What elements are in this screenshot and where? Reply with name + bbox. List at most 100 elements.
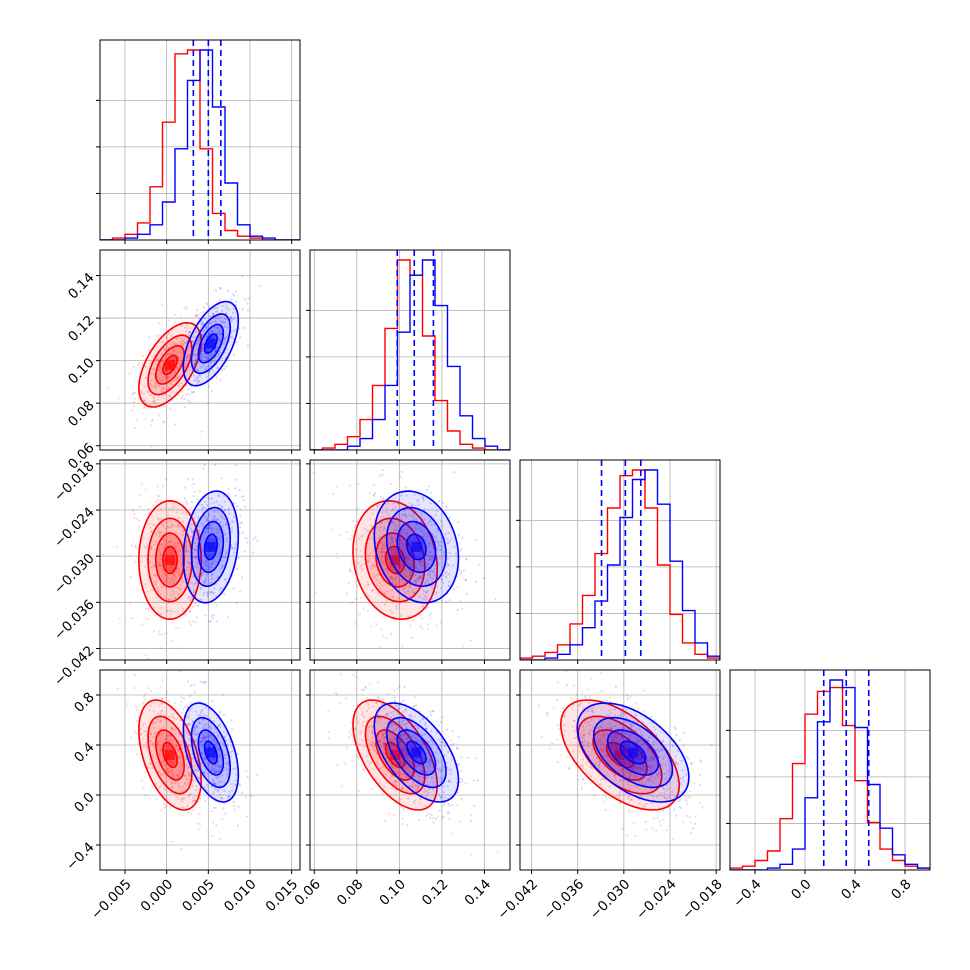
scatter-point xyxy=(145,746,148,749)
scatter-point xyxy=(169,806,172,809)
scatter-point xyxy=(193,691,196,694)
histogram-blue xyxy=(100,49,300,240)
scatter-point xyxy=(205,375,208,378)
hist-frame xyxy=(729,669,931,871)
scatter-point xyxy=(656,772,659,775)
scatter-point xyxy=(412,734,415,738)
scatter-point xyxy=(152,396,155,399)
scatter-point xyxy=(225,552,228,556)
scatter-point xyxy=(234,784,237,787)
scatter-point xyxy=(377,717,380,720)
scatter-point xyxy=(232,800,235,804)
scatter-point xyxy=(648,779,651,782)
scatter-point xyxy=(428,816,432,820)
scatter-point xyxy=(193,726,197,729)
scatter-point xyxy=(201,737,204,740)
scatter-point xyxy=(626,782,629,786)
x-tick-label: −0.030 xyxy=(587,876,634,923)
scatter-point xyxy=(167,770,170,773)
scatter-point xyxy=(421,771,424,774)
scatter-point xyxy=(166,369,169,372)
scatter-point xyxy=(662,739,665,743)
scatter-point xyxy=(226,796,230,799)
scatter-point xyxy=(166,378,169,381)
scatter-point xyxy=(210,538,213,541)
scatter-point xyxy=(572,684,576,687)
scatter-point xyxy=(408,540,411,543)
scatter-point xyxy=(451,730,454,733)
scatter-point xyxy=(159,564,162,567)
scatter-point xyxy=(414,585,417,589)
scatter-point xyxy=(356,520,359,523)
scatter-point xyxy=(418,561,422,564)
scatter-point xyxy=(165,805,168,808)
scatter-point xyxy=(682,775,685,779)
scatter-point xyxy=(429,491,432,495)
scatter-point xyxy=(219,586,222,589)
scatter-point xyxy=(392,507,395,511)
scatter-point xyxy=(473,804,476,808)
scatter-point xyxy=(141,623,144,626)
scatter-point xyxy=(115,545,118,548)
scatter-point xyxy=(446,538,449,541)
scatter-point xyxy=(254,536,257,539)
scatter-point xyxy=(398,761,401,764)
scatter-point xyxy=(173,341,176,345)
scatter-point xyxy=(202,343,205,346)
scatter-point xyxy=(580,741,584,744)
scatter-point xyxy=(138,361,141,364)
scatter-point xyxy=(232,587,235,590)
scatter-point xyxy=(579,702,583,705)
scatter-point xyxy=(403,685,406,688)
scatter-point xyxy=(456,609,459,612)
scatter-point xyxy=(201,723,204,726)
scatter-point xyxy=(414,771,417,774)
scatter-point xyxy=(405,765,408,768)
scatter-point xyxy=(144,488,147,491)
scatter-point xyxy=(423,508,426,511)
scatter-point xyxy=(162,347,165,350)
scatter-point xyxy=(328,730,331,733)
scatter-point xyxy=(340,785,343,788)
scatter-point xyxy=(186,578,189,581)
scatter-point xyxy=(187,766,190,769)
scatter-point xyxy=(207,556,210,559)
scatter-point xyxy=(639,756,642,760)
scatter-point xyxy=(241,791,244,795)
contour-red xyxy=(154,729,186,781)
scatter-point xyxy=(172,776,175,779)
scatter-point xyxy=(412,705,415,708)
scatter-point xyxy=(164,788,167,791)
scatter-point xyxy=(205,356,208,359)
scatter-point xyxy=(428,558,431,561)
scatter-point xyxy=(177,525,180,528)
scatter-point xyxy=(194,360,197,363)
scatter-point xyxy=(187,595,190,599)
scatter-point xyxy=(371,730,374,733)
scatter-point xyxy=(474,757,477,760)
scatter-point xyxy=(174,423,177,426)
scatter-point xyxy=(383,739,386,742)
scatter-point xyxy=(638,766,641,769)
scatter-point xyxy=(614,744,617,747)
scatter-point xyxy=(190,812,193,815)
scatter-point xyxy=(134,544,137,548)
scatter-point xyxy=(379,526,382,529)
scatter-point xyxy=(366,580,369,583)
scatter-point xyxy=(405,531,408,535)
scatter-point xyxy=(161,386,164,389)
scatter-point xyxy=(215,376,218,379)
density-peak-blue xyxy=(411,541,422,552)
scatter-point xyxy=(187,393,190,396)
scatter-point xyxy=(647,765,650,769)
scatter-point xyxy=(212,613,215,617)
scatter-point xyxy=(220,369,224,372)
scatter-point xyxy=(632,765,636,768)
scatter-point xyxy=(654,776,657,779)
scatter-point xyxy=(158,341,162,344)
scatter-point xyxy=(203,317,206,320)
scatter-point xyxy=(429,710,432,713)
scatter-point xyxy=(598,763,601,766)
scatter-point xyxy=(605,754,609,758)
scatter-point xyxy=(178,385,181,388)
